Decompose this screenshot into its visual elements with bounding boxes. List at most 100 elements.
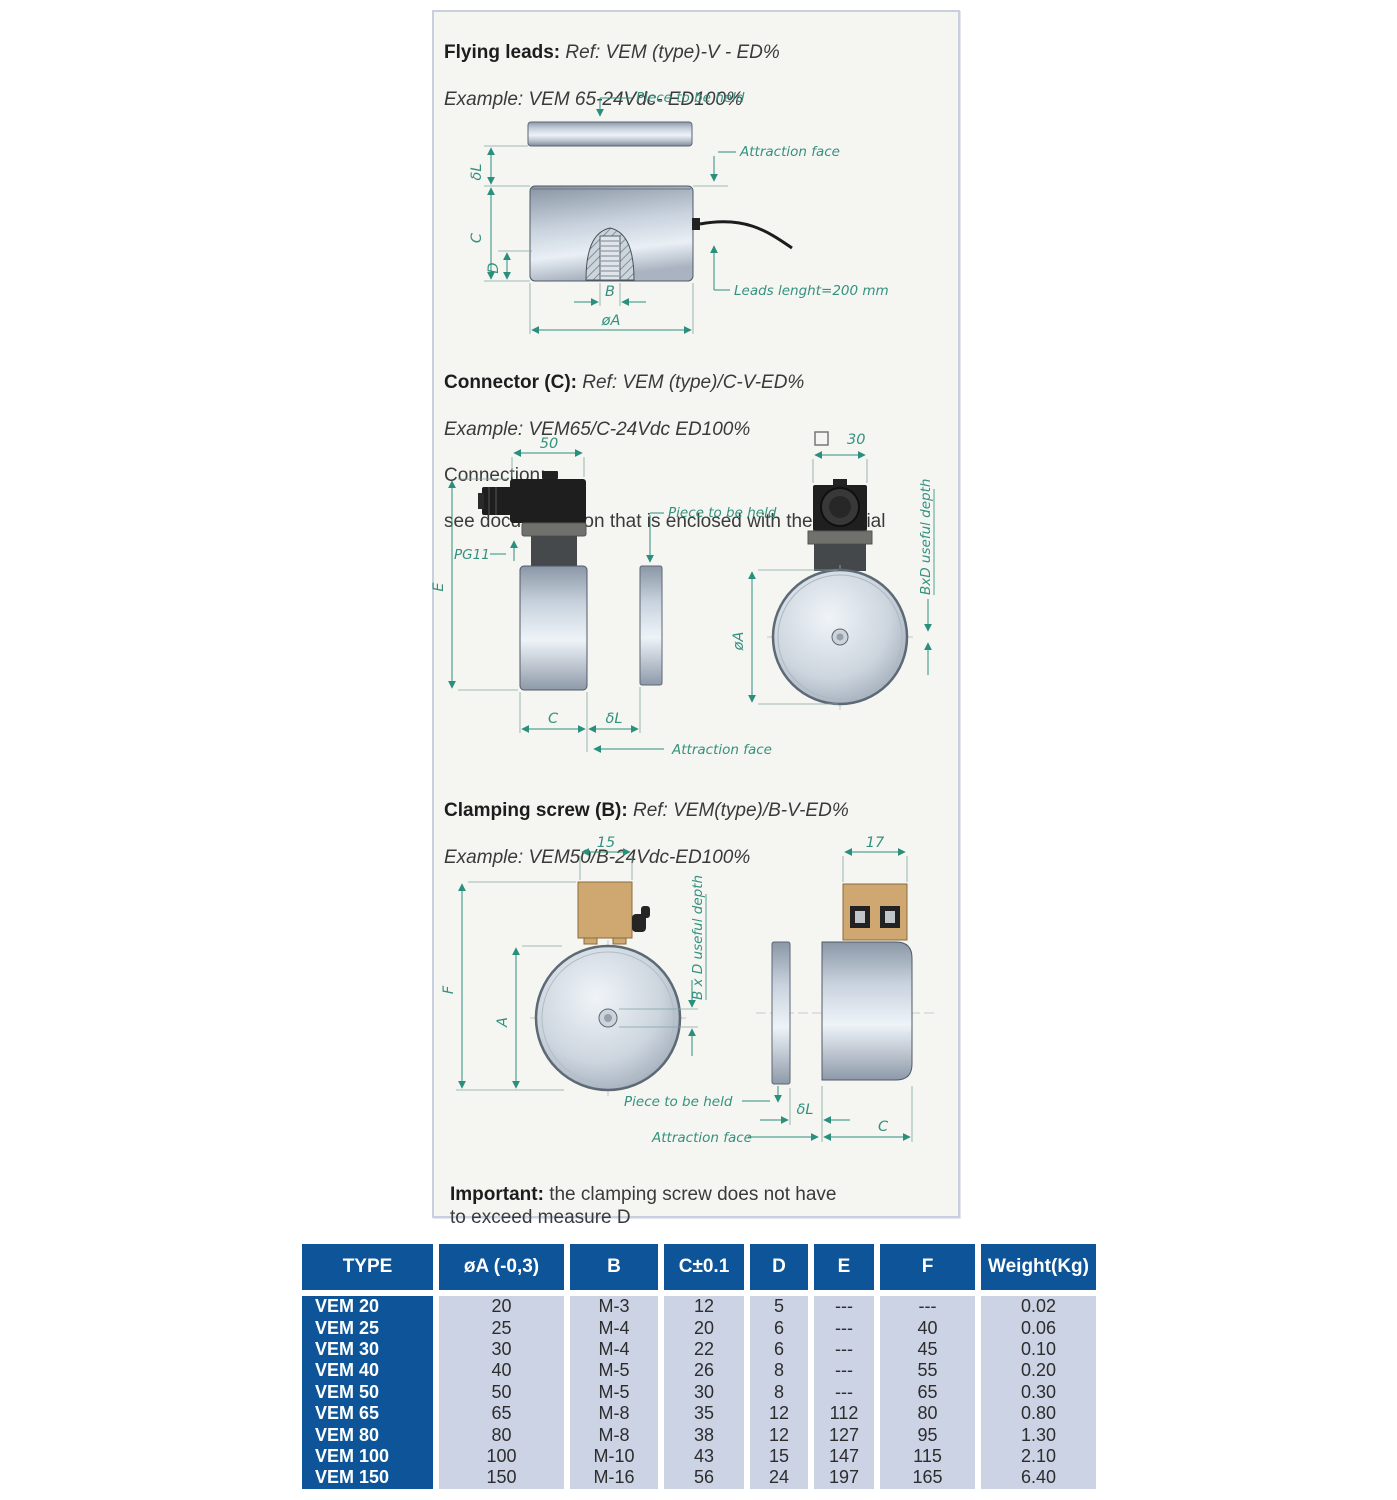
pg11-label: PG11 <box>454 547 490 563</box>
type-cell: VEM 65 <box>302 1402 433 1425</box>
piece-to-be-held-disc <box>639 565 663 686</box>
dim-oa: øA <box>731 632 747 652</box>
magnet-front-view <box>530 940 686 1096</box>
dim-50: 50 <box>540 436 558 452</box>
dim-c: C <box>469 232 485 243</box>
value-cell: 197 <box>814 1467 874 1489</box>
clamping-ref: Ref: VEM(type)/B-V-ED% <box>632 800 849 822</box>
extension-lines <box>484 145 694 334</box>
dim-delta-l: δL <box>797 1102 814 1118</box>
dim-c: C <box>548 711 559 727</box>
magnet-front-view <box>767 565 913 710</box>
bxd-depth-label: B x D useful depth <box>690 875 706 1000</box>
value-cell: 8 <box>750 1381 808 1403</box>
connector-ref: Ref: VEM (type)/C-V-ED% <box>582 372 805 394</box>
value-cell: 6 <box>750 1317 808 1339</box>
important-text: the clamping screw does not have to exce… <box>450 1184 837 1229</box>
leader-lines <box>596 97 736 291</box>
value-cell: 5 <box>750 1296 808 1318</box>
value-cell: 112 <box>814 1402 874 1425</box>
dim-30: 30 <box>847 432 865 448</box>
extension-lines-side <box>789 856 913 1142</box>
value-cell: M-10 <box>570 1445 658 1468</box>
type-cell: VEM 25 <box>302 1317 433 1339</box>
bxd-depth-label: BxD useful depth <box>918 479 934 595</box>
thread-hole-section <box>585 227 635 281</box>
piece-to-be-held-disc <box>771 941 791 1085</box>
column-header: C±0.1 <box>664 1244 744 1290</box>
flying-leads-section-text: Flying leads: Ref: VEM (type)-V - ED% Ex… <box>444 18 780 134</box>
value-cell: 50 <box>439 1381 564 1403</box>
value-cell: 30 <box>439 1338 564 1361</box>
din-connector-side <box>478 471 587 566</box>
dim-e: E <box>431 582 447 592</box>
value-cell: 6.40 <box>981 1467 1096 1489</box>
value-cell: --- <box>814 1360 874 1382</box>
value-cell: 147 <box>814 1445 874 1468</box>
value-cell: 165 <box>880 1467 975 1489</box>
value-cell: 15 <box>750 1445 808 1468</box>
value-cell: M-8 <box>570 1424 658 1446</box>
extension-lines-front <box>758 459 868 705</box>
piece-label: Piece to be held <box>636 90 745 106</box>
extension-lines <box>456 856 698 1091</box>
connector-drawing: 50 PG11 E C δL Piece to be held Attracti… <box>431 431 935 758</box>
spec-table-body: VEM 20 20 M-3 12 5 --- --- 0.02 VEM 25 25 M-4 20 6 --… <box>302 1296 1096 1489</box>
value-cell: 38 <box>664 1424 744 1446</box>
value-cell: --- <box>814 1338 874 1361</box>
leads-length-label: Leads lenght=200 mm <box>734 283 889 299</box>
type-cell: VEM 100 <box>302 1445 433 1468</box>
piece-label: Piece to be held <box>668 505 777 521</box>
value-cell: 127 <box>814 1424 874 1446</box>
value-cell: 1.30 <box>981 1424 1096 1446</box>
type-cell: VEM 150 <box>302 1467 433 1489</box>
type-cell: VEM 40 <box>302 1360 433 1382</box>
extension-lines <box>458 457 641 752</box>
column-header: Weight(Kg) <box>981 1244 1096 1290</box>
dim-d: D <box>486 262 502 273</box>
type-cell: VEM 20 <box>302 1296 433 1318</box>
clamping-section-text: Clamping screw (B): Ref: VEM(type)/B-V-E… <box>444 776 849 892</box>
value-cell: --- <box>814 1296 874 1318</box>
value-cell: 56 <box>664 1467 744 1489</box>
value-cell: --- <box>814 1317 874 1339</box>
value-cell: 80 <box>880 1402 975 1425</box>
piece-label: Piece to be held <box>624 1094 733 1110</box>
dimension-lines <box>448 449 664 753</box>
value-cell: 40 <box>880 1317 975 1339</box>
value-cell: 20 <box>664 1317 744 1339</box>
attraction-face-label: Attraction face <box>651 1130 752 1146</box>
value-cell: 0.06 <box>981 1317 1096 1339</box>
value-cell: 40 <box>439 1360 564 1382</box>
value-cell: --- <box>814 1381 874 1403</box>
column-header: B <box>570 1244 658 1290</box>
flying-leads-drawing: Piece to be held Attraction face Leads l… <box>469 90 889 334</box>
magnet-body-side <box>519 565 588 691</box>
value-cell: 100 <box>439 1445 564 1468</box>
flying-leads-cable <box>692 218 793 250</box>
flying-leads-ref: Ref: VEM (type)-V - ED% <box>565 42 780 64</box>
dim-oa: øA <box>601 313 621 329</box>
column-header: F <box>880 1244 975 1290</box>
value-cell: 8 <box>750 1360 808 1382</box>
value-cell: 45 <box>880 1338 975 1361</box>
flying-leads-example: Example: VEM 65-24Vdc- ED100% <box>444 88 743 110</box>
value-cell: M-4 <box>570 1317 658 1339</box>
column-header: D <box>750 1244 808 1290</box>
value-cell: 115 <box>880 1445 975 1468</box>
dim-delta-l: δL <box>469 164 485 181</box>
magnet-body-side <box>821 941 913 1081</box>
clamping-screw-drawing: 15 F A B x D useful depth 17 <box>441 835 934 1146</box>
flying-leads-title: Flying leads: <box>444 42 561 64</box>
terminal-box-side <box>842 883 908 941</box>
value-cell: 12 <box>750 1402 808 1425</box>
value-cell: 12 <box>664 1296 744 1318</box>
value-cell: 2.10 <box>981 1445 1096 1468</box>
connector-example: Example: VEM65/C-24Vdc ED100% <box>444 418 751 440</box>
value-cell: 24 <box>750 1467 808 1489</box>
dimension-lines-front <box>748 451 935 703</box>
value-cell: 25 <box>439 1317 564 1339</box>
type-cell: VEM 80 <box>302 1424 433 1446</box>
dim-delta-l: δL <box>606 711 623 727</box>
value-cell: 0.20 <box>981 1360 1096 1382</box>
